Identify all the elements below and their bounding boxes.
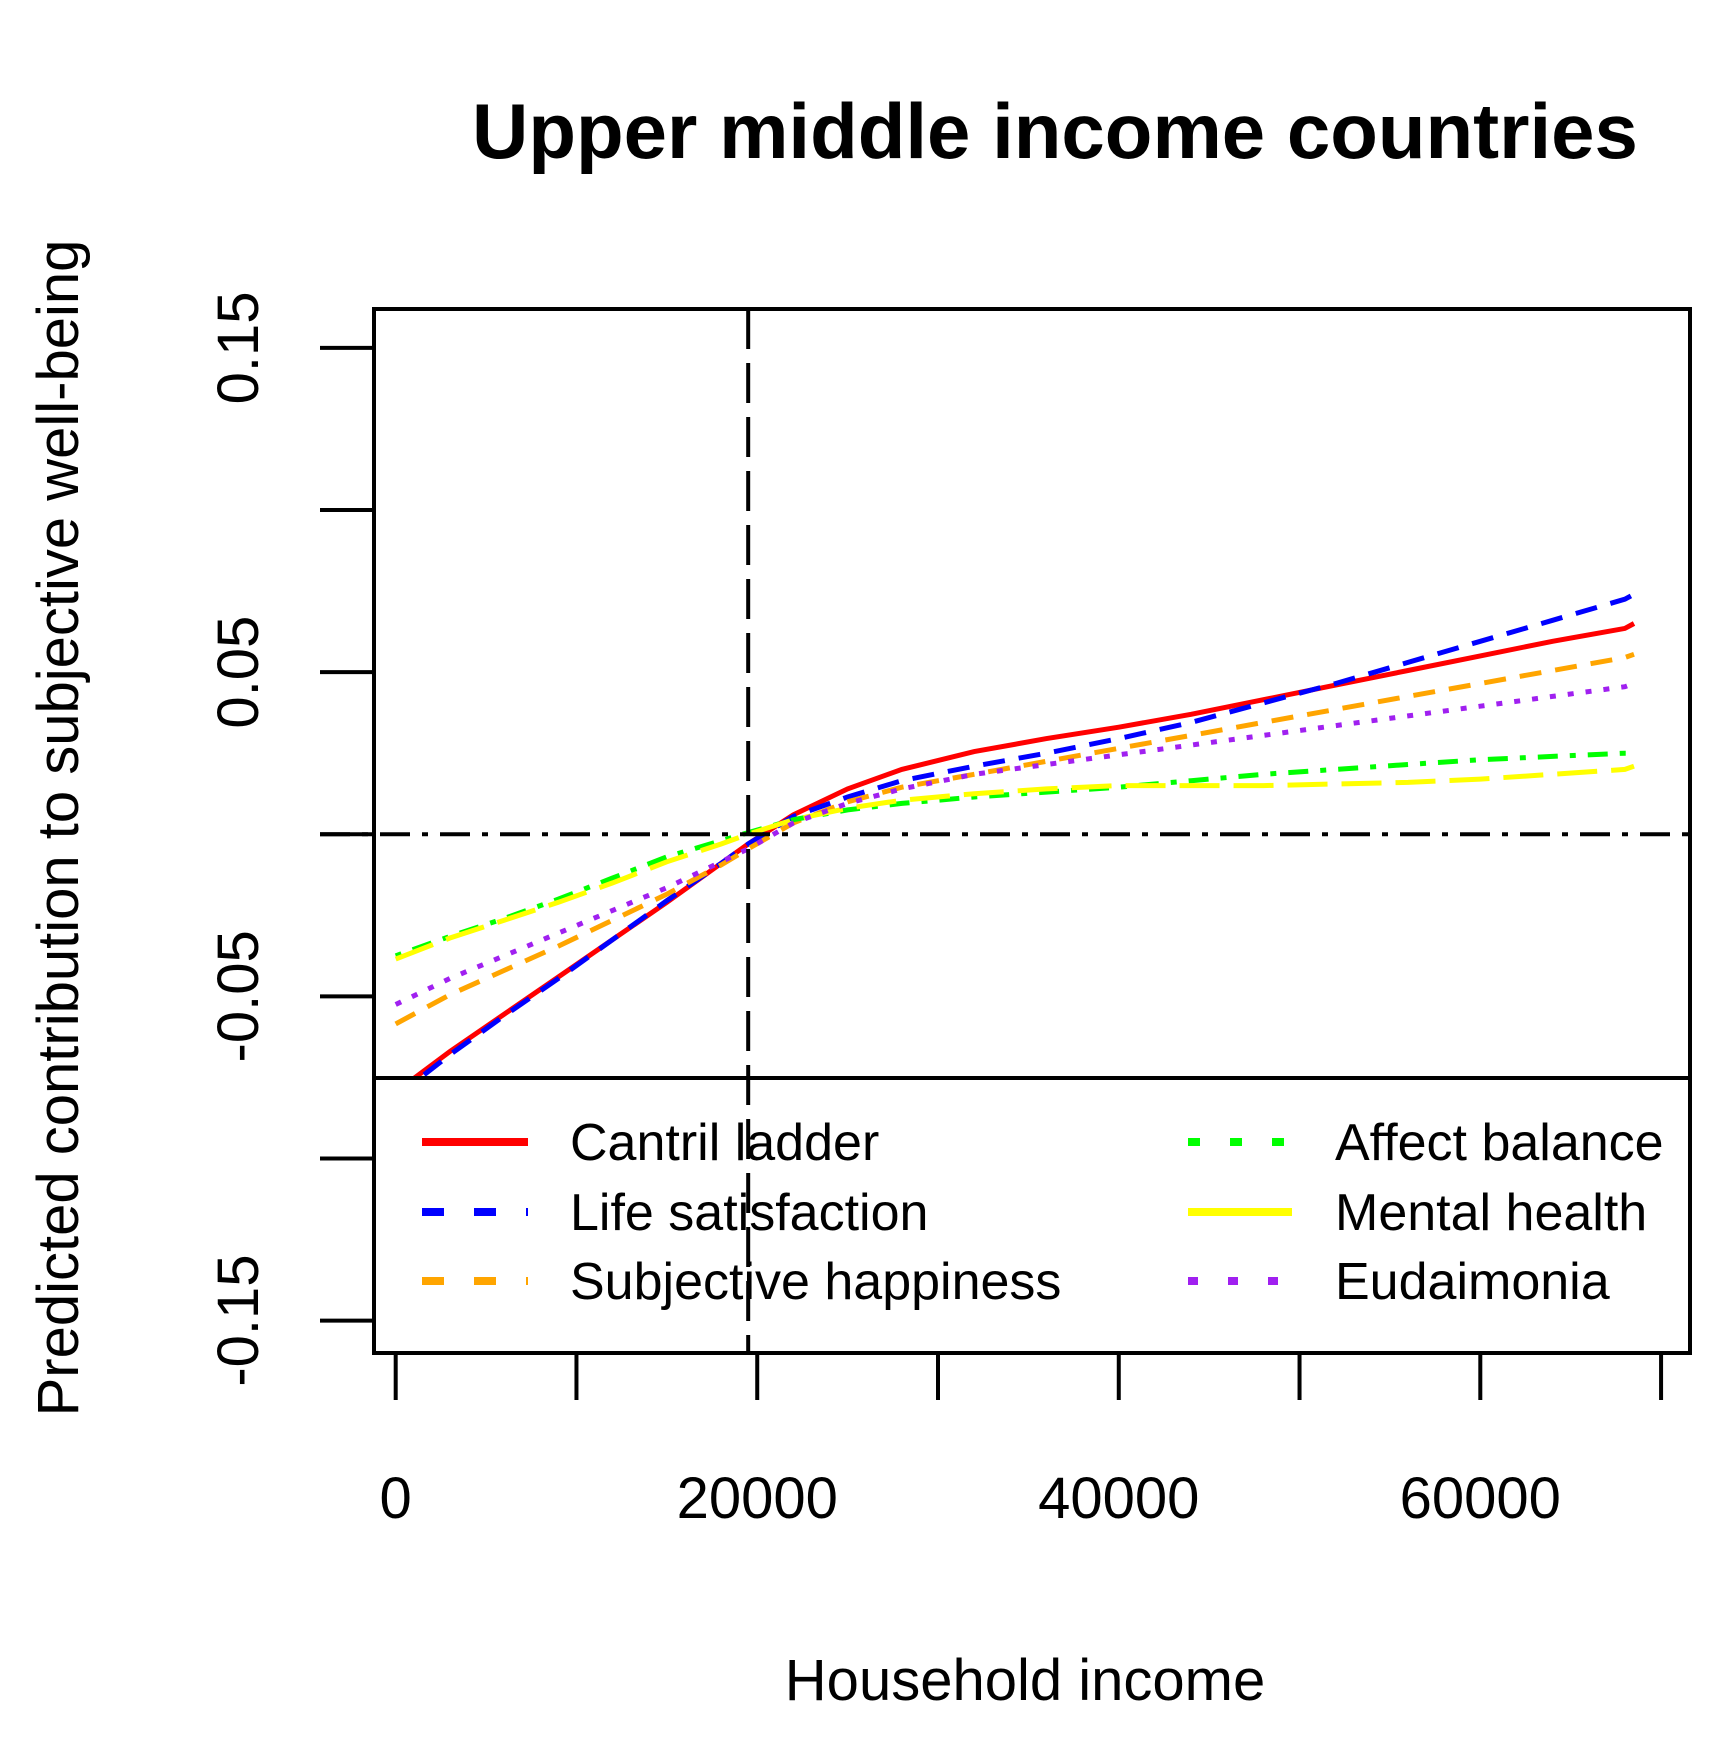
y-tick-label: 0.15 — [206, 291, 271, 404]
plot-frame — [372, 307, 1692, 1355]
legend-label-1: Life satisfaction — [570, 1184, 928, 1242]
series-line-4 — [394, 763, 1635, 962]
x-axis-label: Household income — [785, 1648, 1265, 1713]
legend-label-0: Cantril ladder — [570, 1114, 879, 1172]
series-line-0 — [394, 621, 1636, 1095]
x-tick-label: 40000 — [1038, 1466, 1199, 1531]
legend-label-4: Mental health — [1335, 1184, 1647, 1242]
x-tick-label: 20000 — [677, 1466, 838, 1531]
y-axis-label: Predicted contribution to subjective wel… — [26, 240, 91, 1417]
legend-label-5: Eudaimonia — [1335, 1253, 1610, 1311]
chart-title: Upper middle income countries — [472, 87, 1638, 175]
legend-label-3: Affect balance — [1335, 1114, 1664, 1172]
series-line-2 — [394, 651, 1635, 1027]
legend-label-2: Subjective happiness — [570, 1253, 1061, 1311]
x-tick-label: 0 — [380, 1466, 412, 1531]
series-line-5 — [394, 681, 1635, 1007]
x-tick-label: 60000 — [1400, 1466, 1561, 1531]
y-tick-label: -0.05 — [206, 930, 271, 1062]
series-line-3 — [394, 750, 1634, 959]
legend: Cantril ladder Life satisfaction Subjectiv… — [320, 307, 1692, 1355]
plot-area: -0.15 -0.05 0.05 0.15 0 20000 40000 60000 — [206, 291, 1664, 1531]
series-line-1 — [394, 592, 1636, 1099]
y-tick-label: -0.15 — [206, 1254, 271, 1386]
y-tick-label: 0.05 — [206, 616, 271, 729]
